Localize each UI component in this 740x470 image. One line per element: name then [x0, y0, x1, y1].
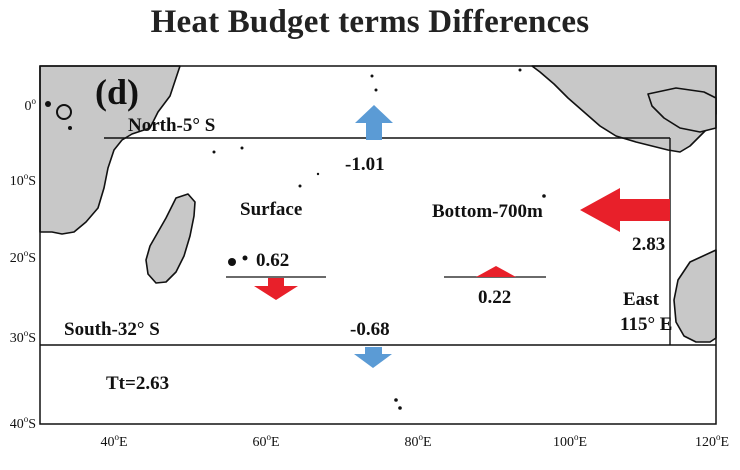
longitude-axis: 40oE 60oE 80oE 100oE 120oE	[100, 432, 729, 450]
lon-tick-label: 80oE	[404, 432, 431, 450]
surface-flux-arrow	[254, 278, 298, 300]
lon-tick-label: 100oE	[553, 432, 587, 450]
lon-tick-label: 60oE	[252, 432, 279, 450]
africa-land	[39, 65, 181, 235]
lat-tick-label: 40oS	[10, 414, 36, 432]
east-flux-arrow	[580, 188, 670, 232]
east-boundary-longitude: 115° E	[620, 314, 672, 335]
land-masses	[39, 65, 717, 343]
surface-flux-value: 0.62	[256, 250, 289, 271]
new-guinea-land	[647, 87, 717, 133]
south-flux-arrow	[354, 347, 392, 368]
east-flux-value: 2.83	[632, 234, 665, 255]
lon-tick-label: 40oE	[100, 432, 127, 450]
east-boundary-label: East	[623, 289, 660, 310]
budget-box	[40, 137, 716, 346]
lat-tick-label: 20oS	[10, 248, 36, 266]
page-title: Heat Budget terms Differences	[150, 4, 590, 40]
bottom-flux-arrow	[476, 266, 516, 277]
islands	[45, 68, 546, 410]
bottom-flux-value: 0.22	[478, 287, 511, 308]
madagascar-land	[145, 193, 196, 284]
lat-tick-label: 10oS	[10, 171, 36, 189]
surface-label: Surface	[240, 199, 302, 220]
latitude-axis: 0o 10oS 20oS 30oS 40oS	[10, 96, 37, 432]
north-flux-value: -1.01	[345, 154, 385, 175]
lat-tick-label: 30oS	[10, 328, 36, 346]
south-flux-value: -0.68	[350, 319, 390, 340]
panel-label: (d)	[95, 72, 139, 112]
australia-land	[673, 249, 717, 343]
north-boundary-label: North-5° S	[128, 115, 215, 136]
lon-tick-label: 120oE	[695, 432, 729, 450]
lat-tick-label: 0o	[25, 96, 37, 114]
map-frame	[39, 65, 717, 425]
north-flux-arrow	[355, 105, 393, 140]
south-boundary-label: South-32° S	[64, 319, 160, 340]
total-tendency-value: Tt=2.63	[106, 373, 169, 394]
bottom-label: Bottom-700m	[432, 201, 543, 222]
